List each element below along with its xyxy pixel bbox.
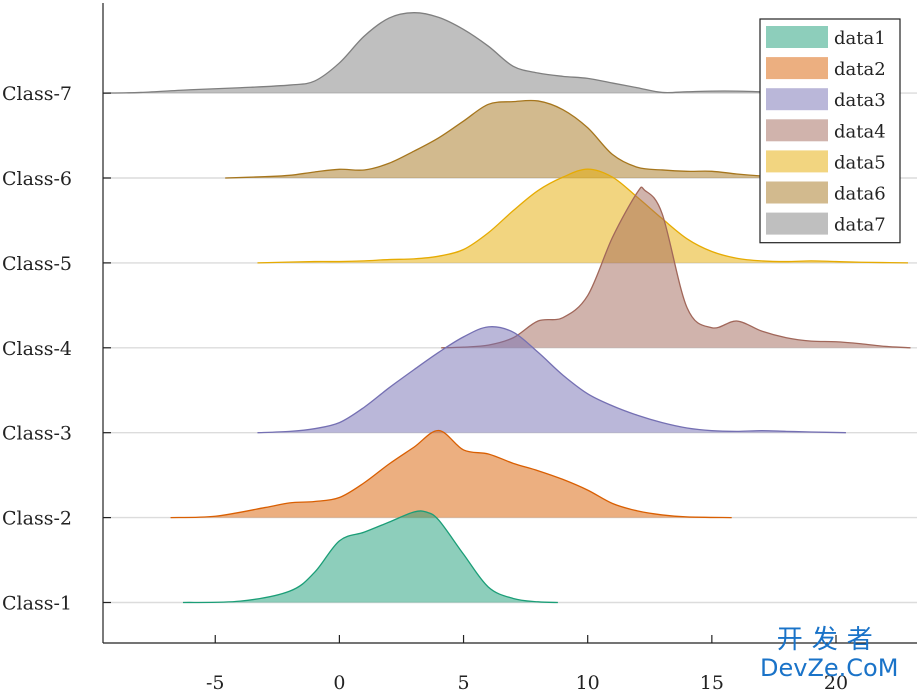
ridges (103, 12, 911, 604)
ridge-data3 (257, 326, 846, 434)
ridge-line-data6 (225, 99, 799, 179)
ridge-area-data7 (103, 12, 824, 94)
legend-label-data1: data1 (834, 28, 886, 49)
legend-swatch-data4 (766, 119, 828, 142)
ridge-data2 (170, 429, 732, 519)
legend-label-data7: data7 (834, 215, 886, 236)
y-tick-label-class-7: Class-7 (2, 83, 72, 105)
ridge-line-data5 (257, 168, 909, 264)
ridge-area-data4 (441, 187, 911, 348)
ridge-area-data6 (225, 100, 799, 178)
x-tick-label: 15 (700, 672, 724, 692)
y-tick-label-class-4: Class-4 (2, 338, 72, 360)
ridge-line-data1 (182, 510, 558, 604)
x-tick-label: 10 (576, 672, 600, 692)
x-tick-label: 0 (333, 672, 345, 692)
legend-label-data6: data6 (834, 184, 886, 205)
watermark-line2: DevZe.CoM (760, 653, 899, 682)
watermark-line1: 开发者 (776, 625, 882, 655)
x-ticks: -5 0 5 10 15 20 (206, 635, 848, 692)
ridge-area-data5 (257, 169, 909, 263)
legend: data1 data2 data3 data4 data5 data6 data7 (759, 18, 901, 244)
legend-swatch-data2 (766, 57, 828, 80)
legend-swatch-data5 (766, 150, 828, 173)
legend-swatch-data3 (766, 88, 828, 111)
ridge-area-data2 (170, 430, 732, 518)
ridge-area-data3 (257, 326, 846, 433)
x-tick-label: 5 (458, 672, 470, 692)
y-ticks: Class-1 Class-2 Class-3 Class-4 Class-5 Class… (2, 83, 111, 615)
ridge-line-data2 (170, 429, 732, 519)
legend-label-data3: data3 (834, 90, 886, 111)
x-tick-label: -5 (206, 672, 225, 692)
ridge-line-data7 (103, 12, 824, 94)
legend-swatch-data1 (766, 26, 828, 48)
legend-swatch-data6 (766, 181, 828, 204)
ridge-data4 (441, 186, 911, 349)
watermark: 开发者 DevZe.CoM (760, 626, 898, 681)
y-tick-label-class-2: Class-2 (2, 508, 72, 530)
y-tick-label-class-3: Class-3 (2, 423, 72, 445)
ridge-data7 (103, 12, 824, 94)
ridge-line-data4 (441, 186, 911, 349)
ridge-data1 (182, 510, 558, 604)
axes (102, 3, 917, 644)
legend-swatch-data7 (766, 212, 828, 235)
y-tick-label-class-1: Class-1 (2, 593, 72, 615)
legend-label-data5: data5 (834, 152, 886, 173)
ridge-data5 (257, 168, 909, 264)
legend-label-data2: data2 (834, 59, 886, 80)
ridge-area-data1 (182, 510, 558, 603)
y-tick-label-class-6: Class-6 (2, 168, 72, 190)
y-tick-label-class-5: Class-5 (2, 253, 72, 275)
ridge-data6 (225, 99, 799, 179)
x-tick-label: 20 (824, 672, 848, 692)
ridge-line-data3 (257, 326, 846, 434)
legend-label-data4: data4 (834, 121, 886, 142)
